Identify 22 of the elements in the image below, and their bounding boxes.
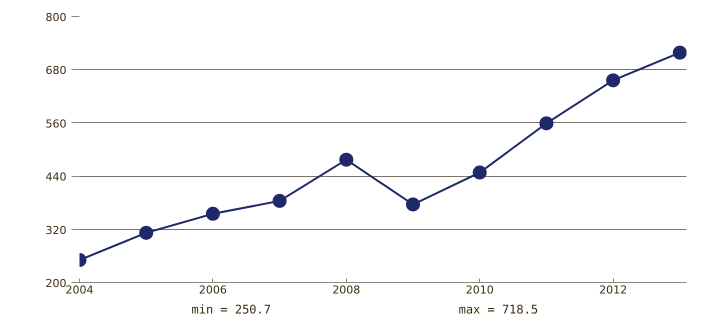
x-tick-label: 2008 — [332, 284, 360, 296]
text: min = 250.7 — [192, 302, 271, 316]
point — [406, 197, 420, 212]
point — [206, 206, 220, 221]
x-tick-label: 2006 — [198, 284, 227, 296]
y-tick-label: 560 — [46, 117, 67, 130]
y-tick-label: 800 — [46, 11, 67, 24]
y-tick-label: 440 — [46, 170, 67, 184]
y-tick-label: 200 — [46, 277, 67, 290]
point — [272, 194, 287, 208]
point — [672, 46, 686, 60]
x-tick-label: 2004 — [66, 284, 94, 296]
x-tick-label: 2012 — [599, 284, 628, 296]
text: max = 718.5 — [458, 302, 538, 316]
y-tick-label: 680 — [46, 64, 67, 78]
point — [339, 152, 354, 167]
point — [139, 226, 154, 240]
x-tick-label: 2010 — [466, 284, 494, 296]
point — [606, 73, 620, 88]
point — [472, 166, 487, 180]
point — [539, 116, 554, 130]
y-tick-label: 320 — [46, 224, 67, 237]
